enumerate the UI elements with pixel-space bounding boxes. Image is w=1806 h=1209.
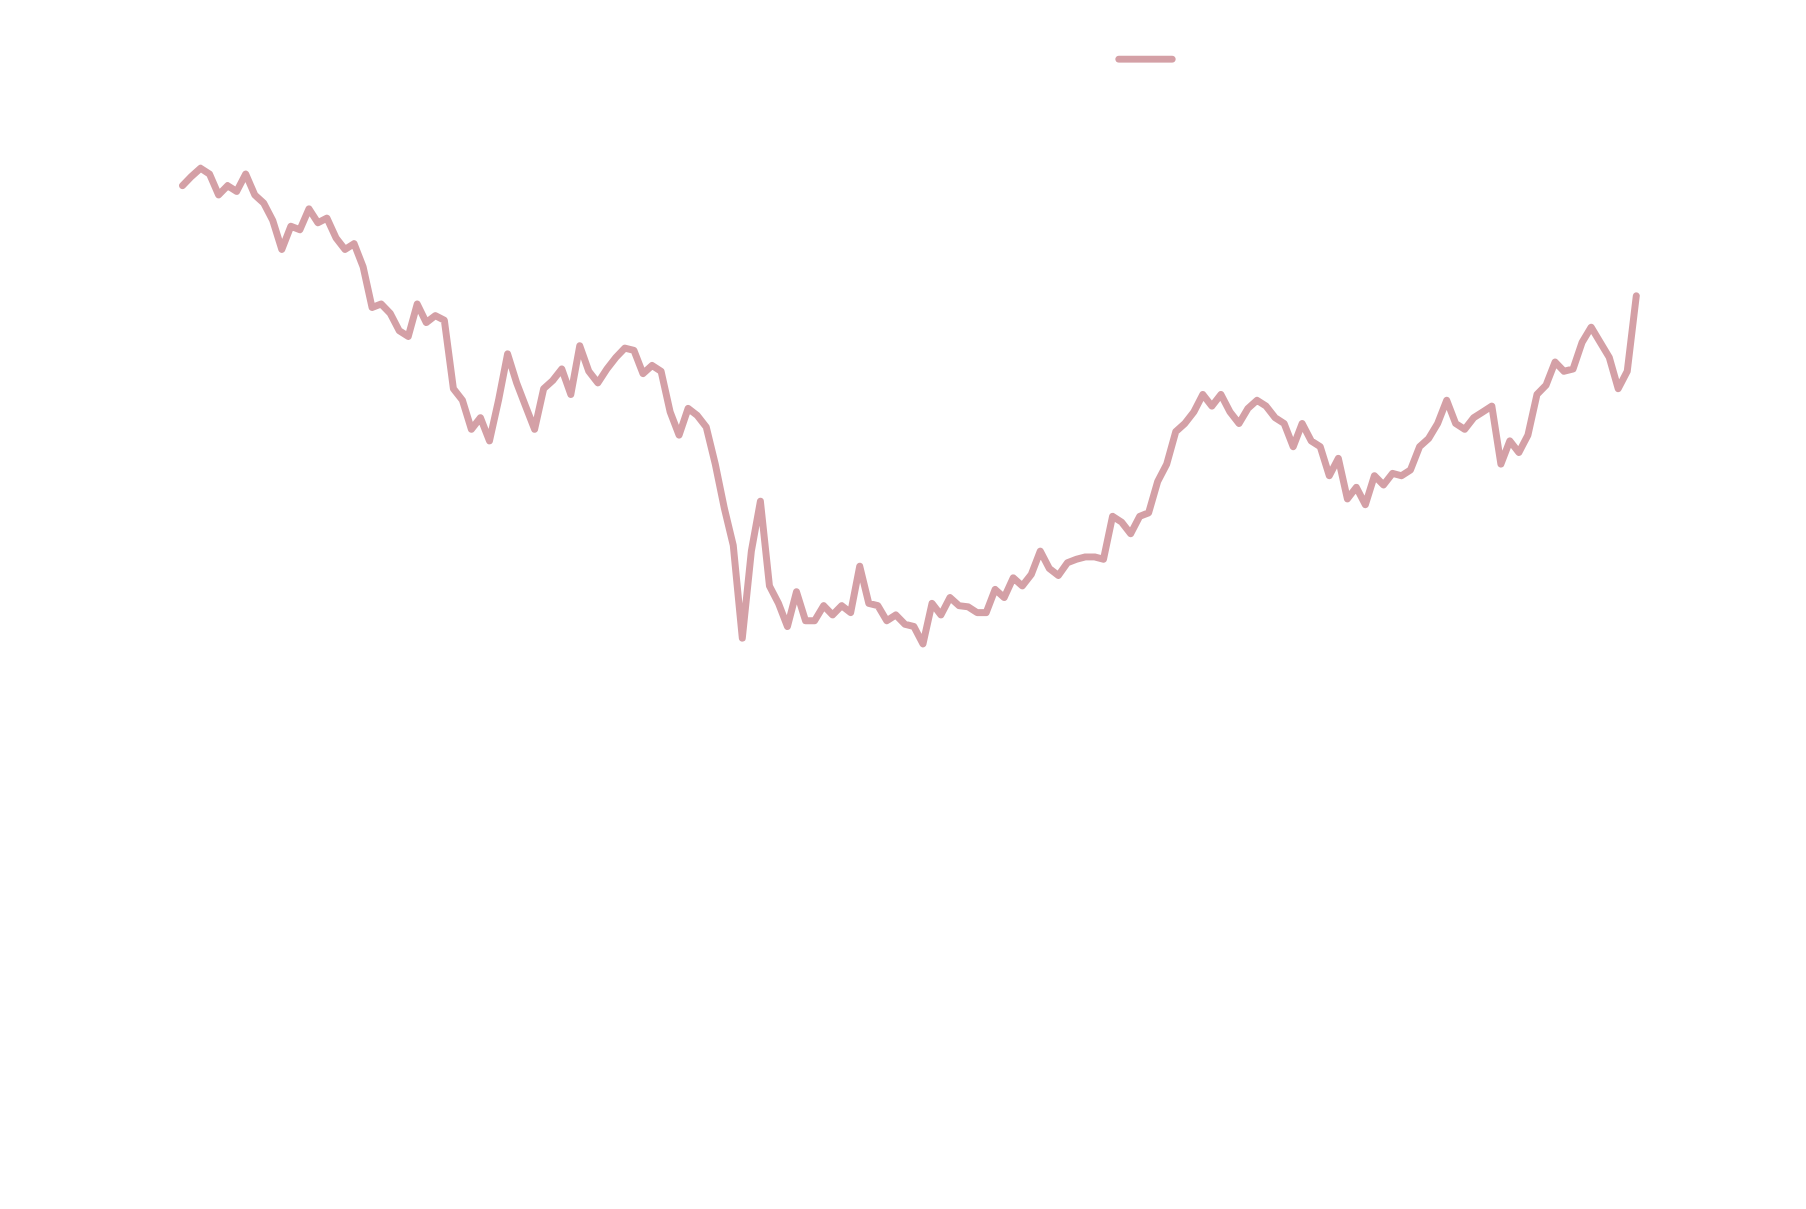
data-line — [178, 164, 1640, 648]
